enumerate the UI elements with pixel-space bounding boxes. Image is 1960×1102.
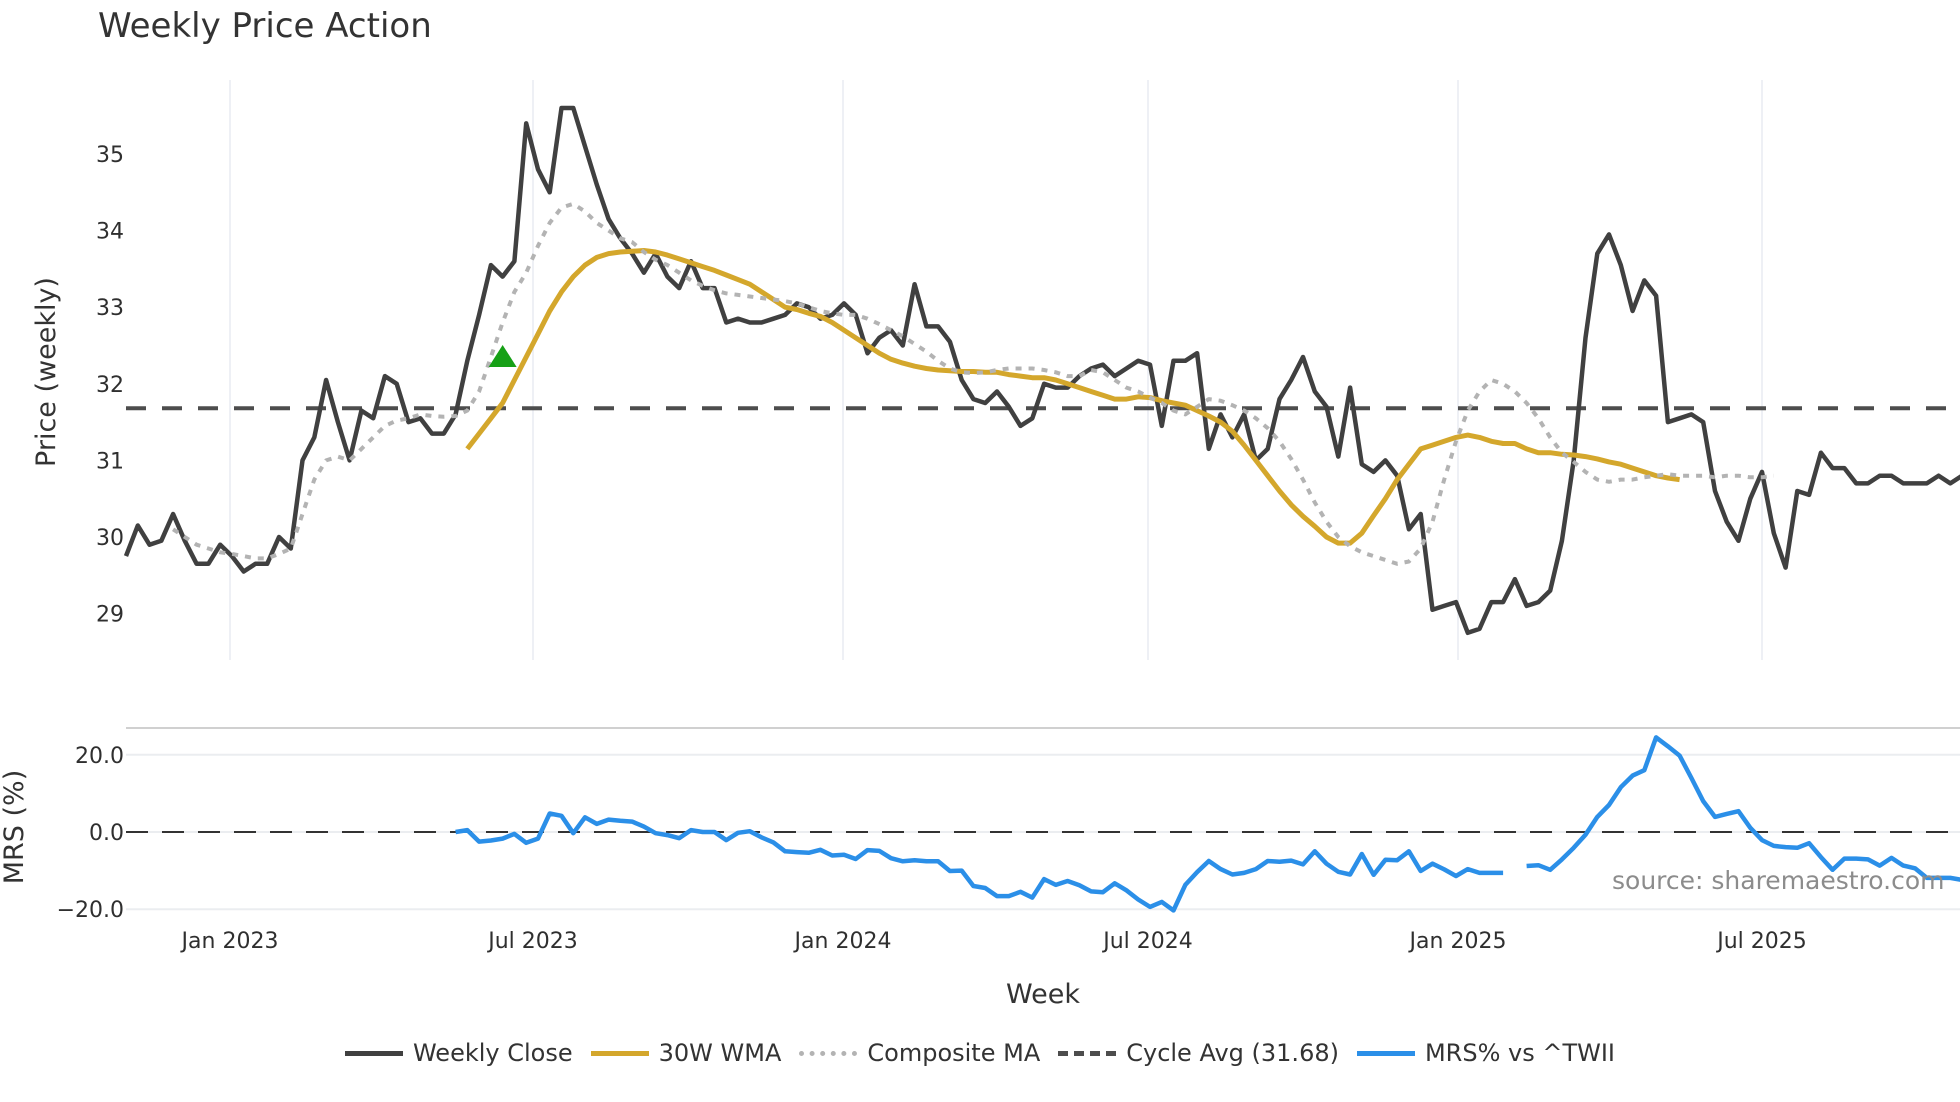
- x-tick-label: Jul 2025: [1715, 929, 1807, 954]
- legend-label: Composite MA: [867, 1039, 1041, 1067]
- mrs-y-tick-label: 0.0: [89, 821, 124, 846]
- mrs-line: [455, 811, 1504, 913]
- buy-signal-triangle-icon: [488, 344, 517, 367]
- markers: [488, 344, 517, 367]
- wma-30w-line: [465, 248, 1680, 546]
- mrs-line: [1526, 735, 1960, 882]
- y-tick-label: 30: [96, 526, 124, 551]
- legend-item[interactable]: Weekly Close: [344, 1039, 573, 1067]
- x-tick-label: Jul 2023: [486, 929, 578, 954]
- x-axis-title: Week: [1006, 979, 1080, 1010]
- y-tick-label: 35: [96, 143, 124, 168]
- grid: [126, 80, 1960, 911]
- y-axis-title-price: Price (weekly): [31, 277, 62, 467]
- composite-ma-line: [172, 201, 1775, 566]
- legend-label: Weekly Close: [412, 1039, 573, 1067]
- weekly-close-line: [123, 105, 1960, 636]
- legend-item[interactable]: Cycle Avg (31.68): [1058, 1039, 1339, 1067]
- legend-swatch-icon: [344, 1050, 403, 1056]
- y-tick-label: 34: [96, 220, 124, 245]
- legend-item[interactable]: Composite MA: [799, 1039, 1040, 1067]
- reference-lines: [126, 406, 1960, 833]
- legend-swatch-icon: [590, 1050, 649, 1056]
- x-tick-label: Jul 2024: [1101, 929, 1193, 954]
- y-tick-label: 33: [96, 296, 124, 321]
- legend: Weekly Close 30W WMA Composite MA Cycle Avg…: [0, 1036, 1960, 1070]
- legend-label: Cycle Avg (31.68): [1126, 1039, 1339, 1067]
- mrs-y-tick-label: 20.0: [75, 744, 124, 769]
- y-tick-label: 31: [96, 449, 124, 474]
- y-tick-label: 32: [96, 373, 124, 398]
- legend-swatch-icon: [1058, 1050, 1117, 1056]
- y-tick-label: 29: [96, 603, 124, 628]
- source-note: source: sharemaestro.com: [1612, 866, 1945, 895]
- legend-item[interactable]: 30W WMA: [590, 1039, 782, 1067]
- legend-swatch-icon: [1356, 1050, 1415, 1056]
- legend-item[interactable]: MRS% vs ^TWII: [1356, 1039, 1616, 1067]
- axes: Jan 2023 Jul 2023 Jan 2024 Jul 2024 Jan 2025…: [57, 143, 1807, 954]
- x-tick-label: Jan 2023: [180, 929, 279, 954]
- legend-label: 30W WMA: [658, 1039, 782, 1067]
- y-axis-title-mrs: MRS (%): [0, 770, 30, 885]
- legend-swatch-icon: [799, 1050, 858, 1056]
- legend-label: MRS% vs ^TWII: [1424, 1039, 1616, 1067]
- chart-title: Weekly Price Action: [98, 6, 432, 46]
- series: [123, 105, 1960, 913]
- x-tick-label: Jan 2024: [793, 929, 892, 954]
- x-tick-label: Jan 2025: [1408, 929, 1507, 954]
- mrs-y-tick-label: −20.0: [57, 898, 124, 923]
